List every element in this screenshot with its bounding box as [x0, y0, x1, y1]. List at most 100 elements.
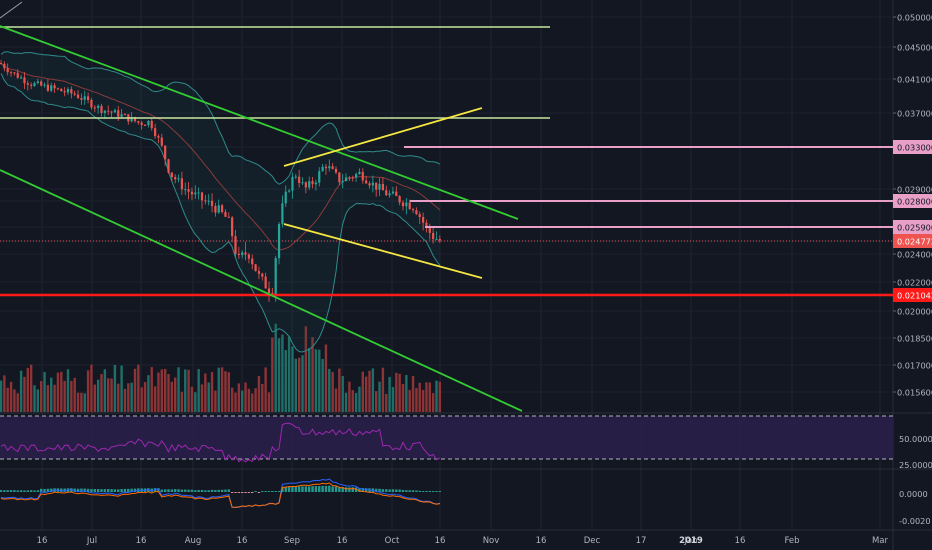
- candle-body: [174, 177, 177, 180]
- volume-bar: [33, 385, 36, 412]
- candle-body: [284, 191, 287, 204]
- candle-body: [221, 205, 224, 212]
- macd-histogram-bar: [361, 488, 364, 492]
- volume-bar: [153, 386, 157, 412]
- volume-bar: [150, 367, 153, 412]
- candle-body: [331, 166, 334, 169]
- macd-histogram-bar: [220, 489, 224, 492]
- candle-body: [70, 89, 73, 94]
- candle-body: [197, 192, 200, 194]
- volume-bar: [230, 387, 234, 412]
- volume-bar: [117, 383, 120, 412]
- macd-histogram-bar: [13, 490, 16, 492]
- macd-histogram-bar: [29, 490, 33, 492]
- candle-body: [190, 191, 194, 195]
- candle-body: [177, 178, 180, 180]
- time-tick-label: Aug: [185, 536, 202, 546]
- macd-histogram-bar: [153, 488, 157, 492]
- volume-bar: [210, 372, 214, 412]
- volume-bar: [3, 375, 6, 412]
- macd-histogram-bar: [33, 490, 36, 492]
- volume-bar: [227, 372, 230, 412]
- volume-bar: [113, 364, 117, 412]
- price-label-badge: [893, 234, 932, 248]
- volume-bar: [405, 375, 408, 412]
- volume-bar: [395, 372, 398, 412]
- volume-bar: [421, 389, 425, 412]
- candle-body: [30, 84, 33, 86]
- macd-histogram-bar: [297, 486, 301, 492]
- volume-bar: [237, 383, 241, 412]
- volume-bar: [438, 381, 442, 412]
- volume-bar: [140, 387, 143, 412]
- candle-body: [294, 176, 297, 178]
- macd-histogram-bar: [93, 489, 96, 492]
- candle-body: [408, 202, 411, 210]
- bollinger-fill: [1, 51, 440, 352]
- trend-drawings: [0, 1, 893, 412]
- candle-body: [261, 273, 264, 277]
- rsi-pane: [0, 415, 893, 463]
- volume-bar: [157, 372, 160, 412]
- macd-histogram-bar: [304, 486, 308, 492]
- macd-histogram-bar: [351, 487, 354, 492]
- macd-histogram-bar: [348, 487, 351, 492]
- candle-body: [97, 105, 100, 108]
- volume-bar: [96, 379, 100, 412]
- macd-histogram-bar: [301, 486, 304, 492]
- candle-body: [435, 238, 438, 240]
- macd-signal-line: [0, 482, 440, 508]
- volume-bar: [287, 336, 291, 412]
- time-tick-label: 17: [636, 536, 647, 546]
- macd-histogram-bar: [408, 490, 411, 492]
- macd-histogram-bar: [204, 490, 207, 492]
- volume-bar: [60, 371, 63, 412]
- price-tick-label: 0.015600: [897, 388, 932, 398]
- candle-body: [120, 114, 123, 117]
- time-tick-label: Jul: [86, 536, 97, 546]
- volume-bar: [83, 393, 86, 412]
- volume-bar: [224, 371, 227, 412]
- macd-histogram-bar: [364, 488, 368, 492]
- candle-body: [3, 63, 6, 69]
- candle-body: [204, 200, 207, 202]
- candle-body: [241, 252, 244, 256]
- volume-bar: [123, 388, 127, 412]
- candle-body: [227, 216, 230, 218]
- macd-histogram-bar: [110, 489, 113, 492]
- volume-bar: [411, 375, 415, 412]
- volume-bar: [428, 382, 431, 412]
- macd-histogram-bar: [391, 489, 395, 492]
- candle-body: [107, 110, 110, 112]
- macd-histogram-bar: [385, 489, 388, 492]
- candle-body: [83, 96, 86, 100]
- time-tick-label: Mar: [872, 536, 889, 546]
- volume-bar: [294, 358, 297, 412]
- candle-body: [274, 258, 277, 294]
- macd-histogram-bar: [50, 488, 53, 492]
- macd-histogram-bar: [421, 491, 425, 492]
- volume-bar: [271, 337, 274, 412]
- candle-body: [385, 190, 388, 196]
- candle-body: [301, 182, 304, 184]
- candle-body: [60, 88, 63, 92]
- candle-body: [90, 99, 93, 108]
- macd-histogram-bar: [83, 488, 86, 492]
- candle-body: [415, 210, 418, 215]
- candle-body: [133, 117, 137, 122]
- macd-histogram-bar: [334, 486, 338, 492]
- volume-bar: [378, 381, 381, 412]
- candle-body: [368, 183, 371, 186]
- volume-bar: [401, 383, 405, 412]
- volume-bar: [391, 387, 395, 412]
- rsi-band: [0, 416, 893, 459]
- candle-body: [398, 196, 401, 203]
- time-tick-label: 16: [536, 536, 547, 546]
- macd-histogram-bar: [113, 489, 117, 492]
- volume-bar: [364, 376, 368, 412]
- time-tick-label: Feb: [784, 536, 799, 546]
- bollinger-basis: [0, 63, 441, 251]
